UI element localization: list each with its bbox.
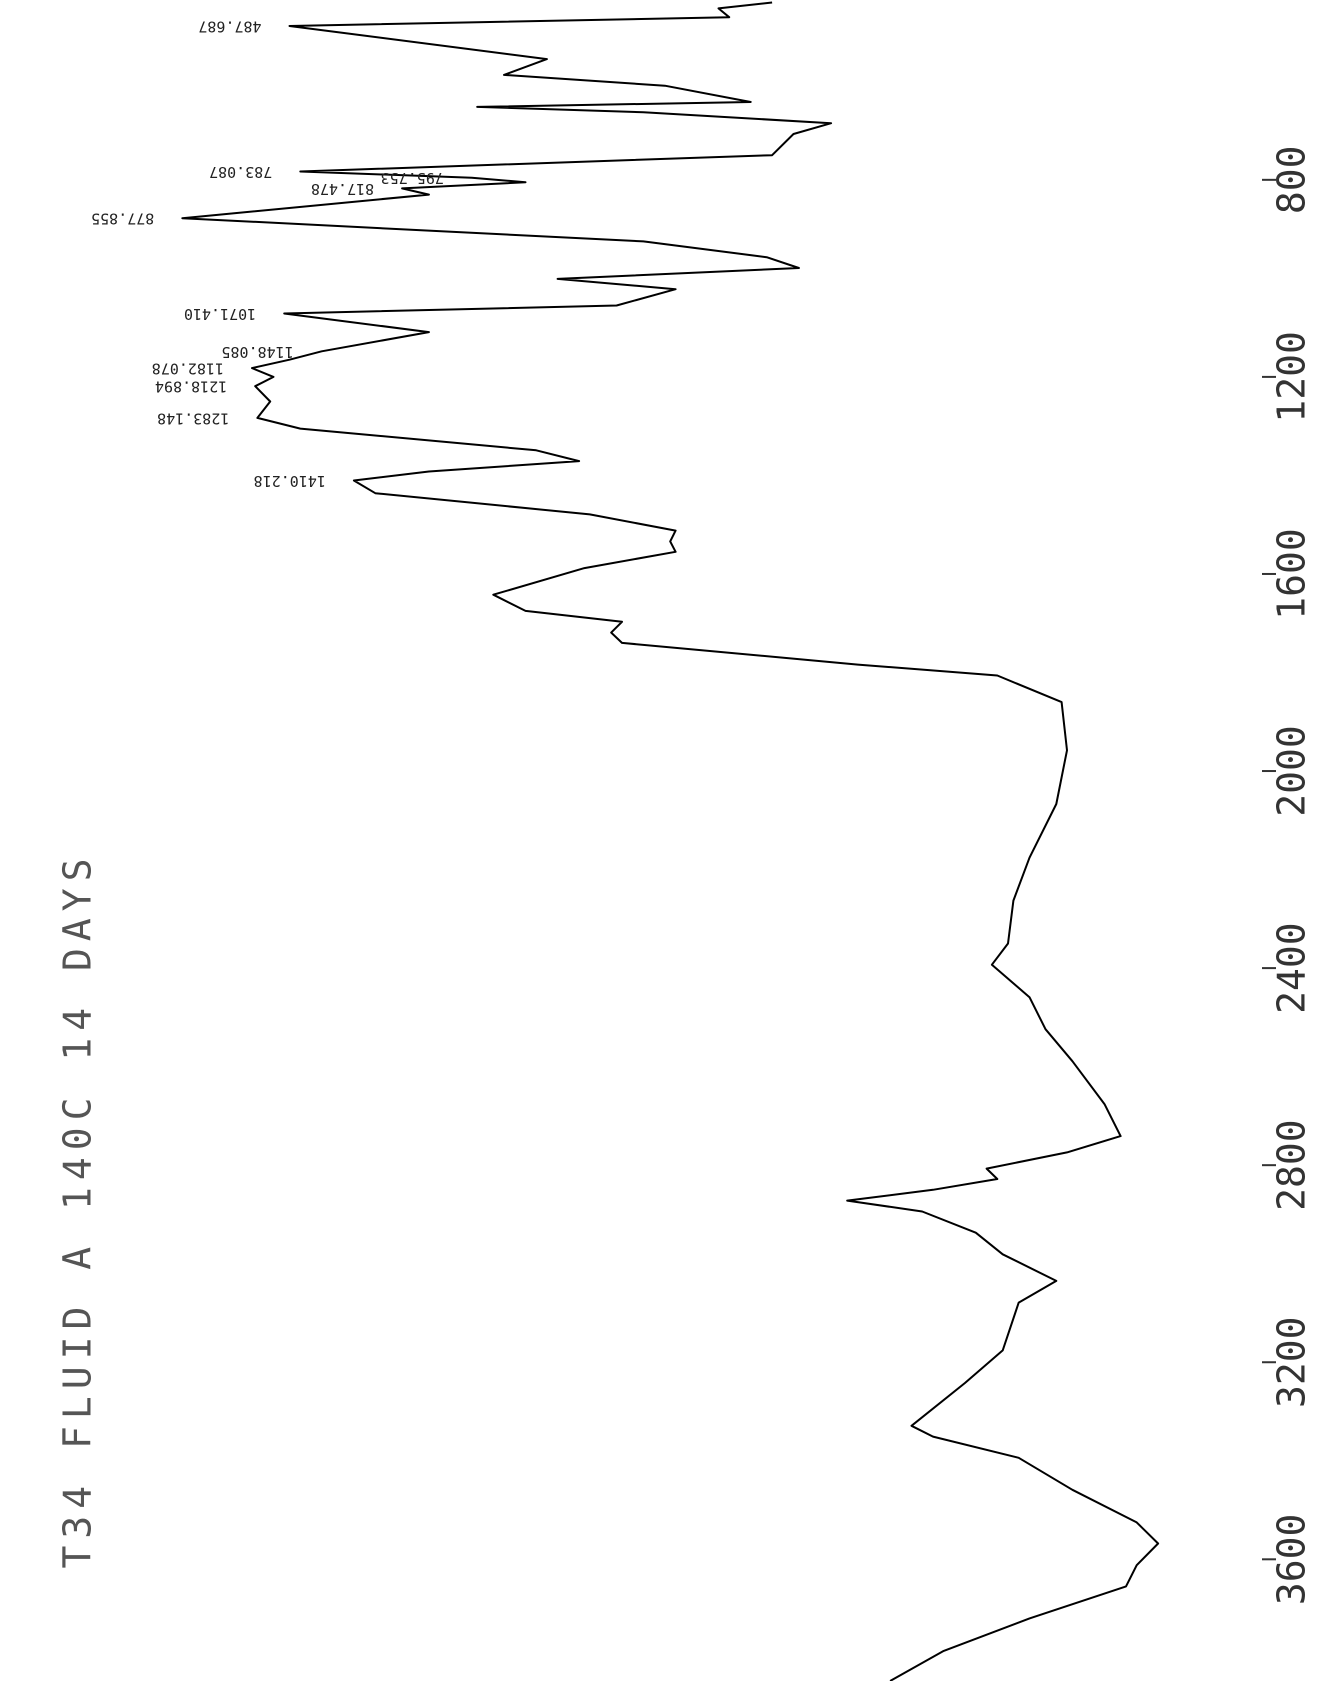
peak-label: 783.087 bbox=[209, 163, 272, 181]
peak-label: 1071.410 bbox=[184, 305, 256, 323]
peak-label: 795.753 bbox=[381, 169, 444, 187]
x-tick-label: 3200 bbox=[1270, 1316, 1314, 1408]
x-tick-label: 2400 bbox=[1270, 922, 1314, 1014]
peak-label: 1218.894 bbox=[155, 378, 227, 396]
peak-label: 1148.085 bbox=[221, 343, 293, 361]
x-tick-label: 2800 bbox=[1270, 1119, 1314, 1211]
x-tick-label: 1600 bbox=[1270, 528, 1314, 620]
peak-label: 877.855 bbox=[91, 210, 154, 228]
peak-label: 1410.218 bbox=[254, 472, 326, 490]
spectrum-line bbox=[181, 1, 1160, 1681]
peak-label: 1182.078 bbox=[152, 360, 224, 378]
peak-label: 817.478 bbox=[311, 180, 374, 198]
peak-label: 487.687 bbox=[198, 17, 261, 35]
x-tick-label: 3600 bbox=[1270, 1514, 1314, 1606]
x-tick-label: 800 bbox=[1270, 146, 1314, 215]
x-tick-label: 1200 bbox=[1270, 331, 1314, 423]
x-tick-label: 2000 bbox=[1270, 725, 1314, 817]
peak-label: 1283.148 bbox=[157, 409, 229, 427]
chart-title: T34 FLUID A 140C 14 DAYS bbox=[56, 851, 100, 1568]
